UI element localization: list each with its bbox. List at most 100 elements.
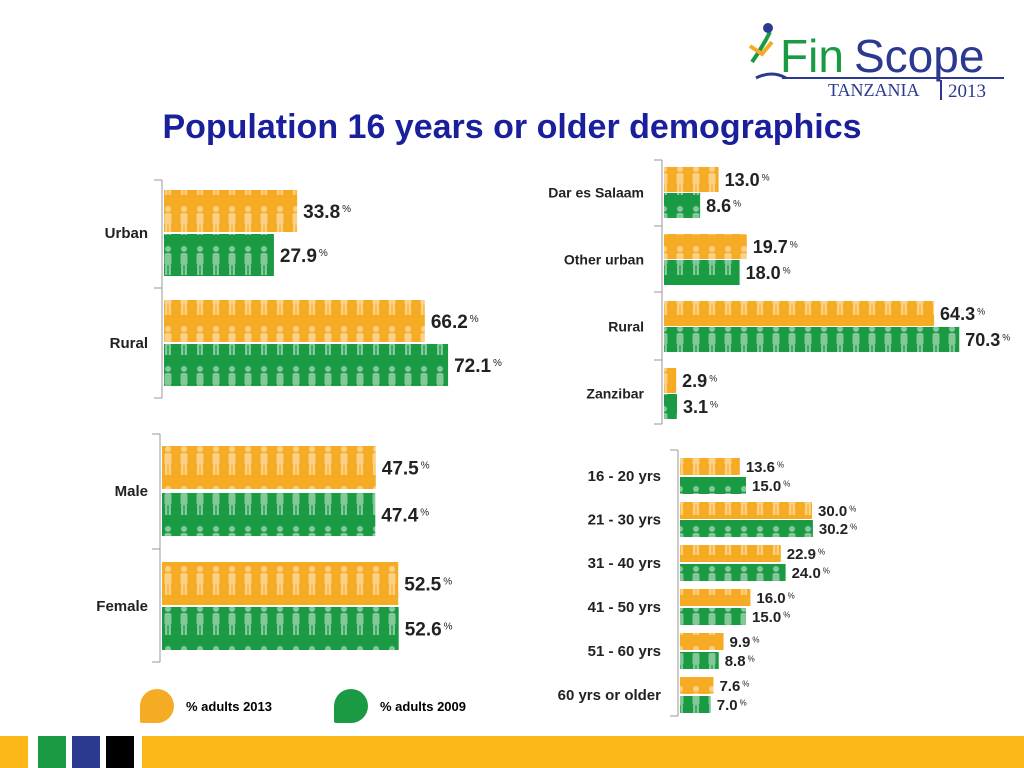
bar-2009-dar-es-salaam (664, 193, 701, 218)
footer-black-block (106, 736, 134, 768)
unit-label: % (777, 460, 784, 469)
value-label-2009: 70.3 (965, 330, 1000, 350)
value-label-2013: 30.0 (818, 503, 847, 520)
bar-2009-60-yrs-or-older (680, 696, 711, 713)
value-label-2009: 15.0 (752, 478, 781, 495)
value-label-2013: 16.0 (756, 590, 785, 607)
category-label: Male (115, 483, 148, 500)
category-label: Female (96, 598, 148, 615)
footer-bar (0, 736, 1024, 768)
unit-label: % (783, 610, 790, 619)
unit-label: % (977, 307, 985, 317)
bar-2013-zanzibar (664, 368, 677, 393)
bar-2009-zanzibar (664, 394, 678, 419)
bar-2009-female (162, 607, 399, 650)
value-label-2013: 13.6 (746, 459, 775, 476)
unit-label: % (762, 173, 770, 183)
footer-yellow-strip (142, 736, 1024, 768)
value-label-2009: 27.9 (280, 246, 317, 267)
unit-label: % (421, 461, 430, 472)
bar-2013-male (162, 446, 376, 489)
unit-label: % (823, 566, 830, 575)
category-label: 16 - 20 yrs (588, 468, 661, 485)
finscope-logo: Fin Scope TANZANIA 2013 (748, 23, 1004, 102)
unit-label: % (733, 199, 741, 209)
unit-label: % (783, 266, 791, 276)
value-label-2013: 2.9 (682, 371, 707, 391)
bar-2009-other-urban (664, 260, 740, 285)
bar-2009-male (162, 493, 376, 536)
category-label: Rural (608, 319, 644, 335)
legend-2009-swatch (334, 689, 368, 723)
unit-label: % (748, 654, 755, 663)
legend-2013-label: % adults 2013 (186, 698, 272, 714)
legend-2009-label: % adults 2009 (380, 698, 466, 714)
bar-2013-other-urban (664, 234, 747, 259)
bar-2013-rural (164, 300, 425, 342)
bar-2009-41-50-yrs (680, 608, 746, 625)
bar-2013-dar-es-salaam (664, 167, 719, 192)
logo-fin: Fin (780, 30, 844, 82)
unit-label: % (342, 204, 351, 215)
value-label-2009: 72.1 (454, 356, 491, 377)
unit-label: % (850, 522, 857, 531)
category-label: Other urban (564, 252, 644, 268)
bar-2009-51-60-yrs (680, 652, 719, 669)
value-label-2013: 19.7 (753, 237, 788, 257)
bar-2009-urban (164, 234, 274, 276)
category-label: 31 - 40 yrs (588, 555, 661, 572)
logo-scope: Scope (854, 30, 984, 82)
bar-2013-51-60-yrs (680, 633, 724, 650)
bar-2009-21-30-yrs (680, 520, 813, 537)
unit-label: % (849, 504, 856, 513)
bar-2013-16-20-yrs (680, 458, 740, 475)
category-label: Dar es Salaam (548, 185, 644, 201)
bar-2013-rural (664, 301, 935, 326)
page-title: Population 16 years or older demographic… (162, 108, 862, 146)
unit-label: % (740, 698, 747, 707)
footer-blue-block (72, 736, 100, 768)
bar-2009-31-40-yrs (680, 564, 786, 581)
bar-2013-21-30-yrs (680, 502, 812, 519)
value-label-2009: 24.0 (792, 565, 821, 582)
unit-label: % (788, 591, 795, 600)
value-label-2013: 64.3 (940, 304, 975, 324)
category-label: Zanzibar (586, 386, 644, 402)
unit-label: % (710, 400, 718, 410)
value-label-2009: 3.1 (683, 397, 708, 417)
value-label-2009: 8.8 (725, 653, 746, 670)
unit-label: % (470, 314, 479, 325)
value-label-2013: 9.9 (730, 634, 751, 651)
footer-yellow-block (0, 736, 28, 768)
bar-2009-rural (664, 327, 960, 352)
unit-label: % (752, 635, 759, 644)
category-label: Urban (105, 225, 148, 242)
bar-2013-31-40-yrs (680, 545, 781, 562)
unit-label: % (818, 547, 825, 556)
demographics-charts: Urban 33.8 % 27.9 % Rural 66.2 % 72.1 % Male 47.5 % 4… (96, 159, 1010, 717)
value-label-2013: 7.6 (719, 678, 740, 695)
bar-2013-41-50-yrs (680, 589, 751, 606)
value-label-2009: 7.0 (717, 697, 738, 714)
value-label-2013: 47.5 (382, 458, 419, 479)
value-label-2013: 66.2 (431, 312, 468, 333)
bar-2013-female (162, 562, 399, 605)
bar-2009-16-20-yrs (680, 477, 746, 494)
legend-2013: % adults 2013 (140, 688, 272, 724)
category-label: Rural (110, 335, 148, 352)
unit-label: % (420, 508, 429, 519)
category-label: 51 - 60 yrs (588, 643, 661, 660)
value-label-2009: 52.6 (405, 619, 442, 640)
unit-label: % (709, 374, 717, 384)
unit-label: % (1002, 333, 1010, 343)
value-label-2009: 18.0 (746, 263, 781, 283)
legend-2009: % adults 2009 (334, 688, 466, 724)
unit-label: % (742, 679, 749, 688)
logo-year: 2013 (948, 81, 986, 102)
value-label-2013: 33.8 (303, 202, 340, 223)
unit-label: % (319, 248, 328, 259)
unit-label: % (444, 622, 453, 633)
